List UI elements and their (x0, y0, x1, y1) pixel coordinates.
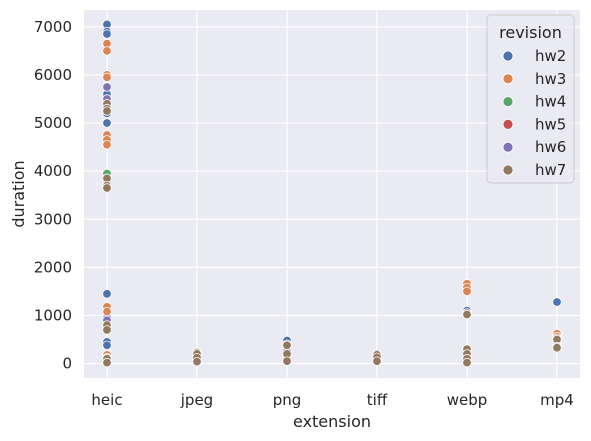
legend: revision hw2 hw3 hw4 hw5 hw6 hw7 (486, 14, 575, 184)
y-tick-label: 6000 (34, 66, 72, 84)
data-point-hw3 (462, 286, 472, 297)
x-tick-label: heic (91, 391, 122, 409)
x-tick-labels: heic jpeg png tiff webp mp4 (91, 391, 573, 409)
legend-label-hw7: hw7 (535, 161, 566, 179)
y-axis-label: duration (9, 160, 28, 227)
data-point-hw2 (102, 118, 112, 128)
y-tick-label: 7000 (34, 18, 72, 36)
data-point-hw3 (102, 72, 112, 83)
x-tick-label: webp (447, 391, 488, 409)
y-tick-label: 1000 (34, 306, 72, 324)
legend-label-hw3: hw3 (535, 70, 566, 88)
y-tick-label: 3000 (34, 210, 72, 228)
legend-title: revision (499, 23, 562, 42)
data-point-hw2 (552, 297, 562, 307)
y-tick-label: 2000 (34, 258, 72, 276)
data-point-hw7 (102, 325, 112, 335)
data-point-hw2 (102, 289, 112, 299)
data-point-hw7 (282, 340, 292, 350)
legend-marker-hw4 (502, 96, 514, 107)
data-point-hw3 (102, 46, 112, 56)
legend-marker-hw6 (502, 141, 514, 153)
y-tick-labels: 0 1000 2000 3000 4000 5000 6000 7000 (34, 18, 72, 373)
x-tick-label: mp4 (540, 391, 574, 409)
y-tick-label: 5000 (34, 114, 72, 132)
data-point-hw7 (282, 356, 292, 366)
x-axis-label: extension (293, 412, 371, 431)
data-point-hw7 (462, 309, 472, 320)
y-tick-label: 4000 (34, 162, 72, 180)
data-points (102, 19, 562, 368)
y-tick-label: 0 (62, 355, 72, 373)
x-tick-label: jpeg (180, 391, 213, 409)
data-point-hw7 (102, 183, 112, 193)
legend-marker-hw5 (502, 119, 514, 130)
legend-label-hw5: hw5 (535, 115, 566, 133)
data-point-hw6 (102, 82, 112, 92)
data-point-hw3 (102, 139, 112, 150)
x-tick-label: png (273, 391, 302, 409)
data-point-hw3 (102, 306, 112, 317)
legend-label-hw2: hw2 (535, 47, 566, 65)
legend-marker-hw7 (502, 164, 514, 176)
data-point-hw2 (102, 29, 112, 39)
x-tick-label: tiff (367, 391, 388, 409)
legend-label-hw6: hw6 (535, 138, 566, 156)
data-point-hw7 (192, 356, 202, 367)
data-point-hw7 (102, 106, 112, 116)
legend-label-hw4: hw4 (535, 93, 566, 111)
data-point-hw7 (372, 356, 382, 366)
data-point-hw7 (102, 357, 112, 368)
data-point-hw7 (552, 342, 562, 353)
data-point-hw2 (102, 340, 112, 350)
legend-marker-hw3 (502, 73, 514, 85)
legend-marker-hw2 (502, 50, 514, 62)
data-point-hw7 (462, 357, 472, 368)
